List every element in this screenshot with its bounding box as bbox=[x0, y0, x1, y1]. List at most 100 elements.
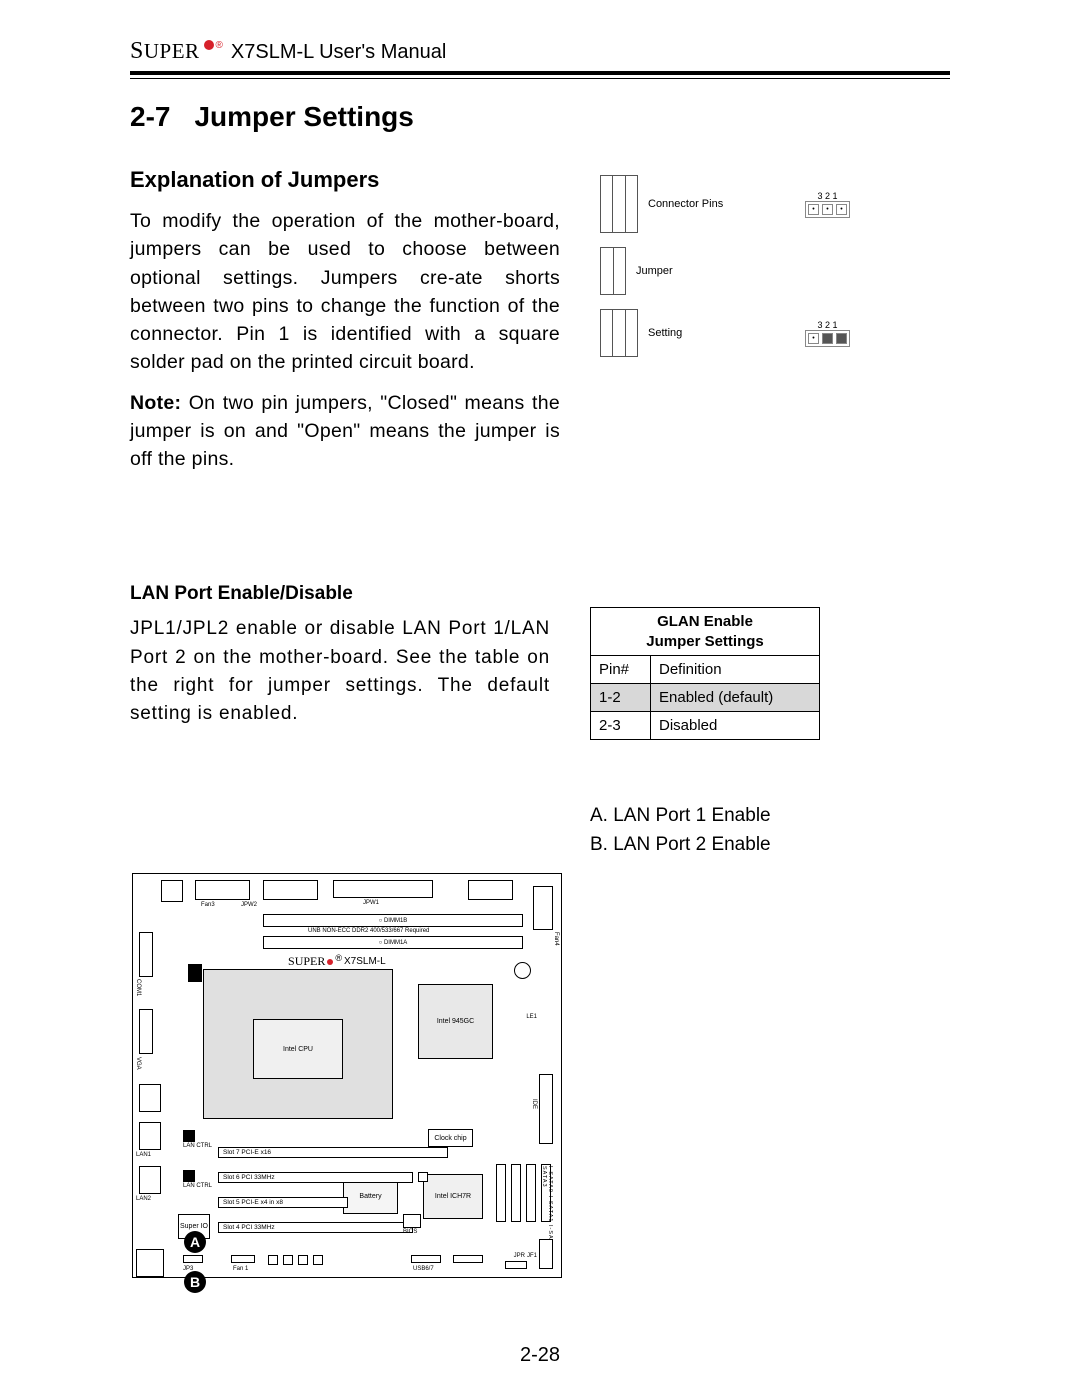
lbl-fan1: Fan 1 bbox=[233, 1266, 248, 1272]
brand-dot-icon bbox=[204, 40, 214, 50]
fan1-icon bbox=[231, 1255, 255, 1263]
jd-label-connector: Connector Pins bbox=[648, 198, 723, 210]
slot6: Slot 6 PCI 33MHz bbox=[218, 1172, 413, 1183]
registered-icon: ® bbox=[216, 40, 223, 51]
callout-a: A. LAN Port 1 Enable bbox=[590, 802, 820, 831]
lbl-com1: COM1 bbox=[135, 979, 141, 996]
section-name: Jumper Settings bbox=[194, 101, 413, 132]
kb-mouse-icon bbox=[161, 880, 183, 902]
explanation-p2: Note: On two pin jumpers, "Closed" means… bbox=[130, 389, 560, 474]
cpu-icon: Intel CPU bbox=[253, 1019, 343, 1079]
brand-rest: UPER bbox=[144, 39, 200, 63]
lan2-icon bbox=[139, 1166, 161, 1194]
slot7: Slot 7 PCI-E x16 bbox=[218, 1147, 448, 1158]
lan1-icon bbox=[139, 1122, 161, 1150]
lan-ctrl-b-icon bbox=[183, 1170, 195, 1182]
top-right-icon bbox=[468, 880, 513, 900]
explanation-p1: To modify the operation of the mother-bo… bbox=[130, 207, 560, 377]
lbl-dimm1a: DIMM1A bbox=[384, 940, 407, 946]
lbl-bios: BIOS bbox=[403, 1229, 417, 1235]
glan-table: GLAN EnableJumper Settings Pin#Definitio… bbox=[590, 607, 820, 740]
jf1-icon bbox=[539, 1239, 553, 1269]
bot-sq1 bbox=[268, 1255, 278, 1265]
lbl-lanctrl-a: LAN CTRL bbox=[183, 1143, 212, 1149]
explanation-row: Explanation of Jumpers To modify the ope… bbox=[130, 167, 950, 473]
sata1-icon bbox=[526, 1164, 536, 1222]
brand: SUPER bbox=[130, 38, 200, 65]
page-number: 2-28 bbox=[0, 1344, 1080, 1367]
manual-title: X7SLM-L User's Manual bbox=[231, 41, 446, 64]
jd-row-jumper: Jumper bbox=[600, 247, 850, 295]
usb-extra-icon bbox=[453, 1255, 483, 1263]
page-header: SUPER ® X7SLM-L User's Manual bbox=[130, 38, 950, 65]
fan4-icon bbox=[533, 886, 553, 930]
jumper-block-icon bbox=[600, 247, 626, 295]
up1-icon bbox=[188, 964, 202, 982]
com1-icon bbox=[139, 932, 153, 977]
header-rule bbox=[130, 71, 950, 79]
board-area: Fan3 JPW2 JPW1 Fan4 ○ DIMM1B UNB NON-ECC… bbox=[130, 873, 950, 1278]
glan-r2c1: 2-3 bbox=[591, 712, 651, 740]
sata3-icon bbox=[496, 1164, 506, 1222]
marker-b-icon: B bbox=[184, 1271, 206, 1293]
lbl-vga: VGA bbox=[135, 1057, 141, 1070]
header-block-icon bbox=[263, 880, 318, 900]
jpw1-icon bbox=[333, 880, 433, 898]
mobo-model: X7SLM-L bbox=[344, 956, 386, 967]
jd-label-setting: Setting bbox=[648, 327, 682, 339]
callouts: A. LAN Port 1 Enable B. LAN Port 2 Enabl… bbox=[590, 802, 820, 859]
lan-heading: LAN Port Enable/Disable bbox=[130, 583, 550, 605]
jd-label-jumper: Jumper bbox=[636, 265, 673, 277]
note-prefix: Note: bbox=[130, 392, 181, 414]
lan-ctrl-a-icon bbox=[183, 1130, 195, 1142]
bot-sq2 bbox=[283, 1255, 293, 1265]
clock-chip-icon: Clock chip bbox=[428, 1129, 473, 1147]
lbl-jpw1: JPW1 bbox=[363, 900, 379, 906]
glan-r2c2: Disabled bbox=[651, 712, 820, 740]
lbl-lan2: LAN2 bbox=[136, 1196, 151, 1202]
setting-block-icon bbox=[600, 309, 638, 357]
pins-open-icon: ••• bbox=[805, 201, 850, 218]
bot-sq4 bbox=[313, 1255, 323, 1265]
lbl-ide: IDE bbox=[531, 1099, 537, 1109]
lbl-dimm1b: DIMM1B bbox=[384, 918, 407, 924]
lan-text-col: LAN Port Enable/Disable JPL1/JPL2 enable… bbox=[130, 583, 550, 859]
motherboard-diagram: Fan3 JPW2 JPW1 Fan4 ○ DIMM1B UNB NON-ECC… bbox=[132, 873, 562, 1278]
lbl-fan4: Fan4 bbox=[553, 932, 559, 946]
glan-h2: Definition bbox=[651, 656, 820, 684]
lbl-fan3: Fan3 bbox=[201, 902, 215, 908]
jpr-icon bbox=[505, 1261, 527, 1269]
slot4: Slot 4 PCI 33MHz bbox=[218, 1222, 413, 1233]
northbridge-icon: Intel 945GC bbox=[418, 984, 493, 1059]
lbl-jf1: JF1 bbox=[527, 1253, 537, 1259]
section-title: 2-7 Jumper Settings bbox=[130, 101, 950, 133]
jd-row-setting: Setting 3 2 1 • bbox=[600, 309, 850, 357]
jd-row-connector: Connector Pins 3 2 1 ••• bbox=[600, 175, 850, 233]
vga-icon bbox=[139, 1009, 153, 1054]
note-body: On two pin jumpers, "Closed" means the j… bbox=[130, 392, 560, 471]
lbl-le1: LE1 bbox=[526, 1014, 537, 1020]
mobo-brand: SUPER ® X7SLM-L bbox=[288, 954, 386, 969]
sata2-icon bbox=[511, 1164, 521, 1222]
section-num: 2-7 bbox=[130, 101, 170, 132]
explanation-heading: Explanation of Jumpers bbox=[130, 167, 560, 193]
usb67-icon bbox=[411, 1255, 441, 1263]
glan-r1c2: Enabled (default) bbox=[651, 684, 820, 712]
lbl-lan1: LAN1 bbox=[136, 1152, 151, 1158]
fan2-icon bbox=[514, 962, 531, 979]
glan-r1c1: 1-2 bbox=[591, 684, 651, 712]
lbl-jpr: JPR bbox=[514, 1253, 525, 1259]
jumper-diagram-col: Connector Pins 3 2 1 ••• Jumper Setting … bbox=[600, 167, 950, 473]
ide-icon bbox=[539, 1074, 553, 1144]
slot6-end-icon bbox=[418, 1172, 428, 1182]
jp3-icon bbox=[183, 1255, 203, 1263]
slot5: Slot 5 PCI-E x4 in x8 bbox=[218, 1197, 348, 1208]
pins-label-321-a: 3 2 1 bbox=[805, 191, 850, 201]
glan-th: GLAN EnableJumper Settings bbox=[591, 608, 820, 656]
usb-block-icon bbox=[195, 880, 250, 900]
brand-s: S bbox=[130, 38, 144, 64]
audio-icon bbox=[136, 1249, 164, 1277]
lbl-lanctrl-b: LAN CTRL bbox=[183, 1183, 212, 1189]
lan-text: JPL1/JPL2 enable or disable LAN Port 1/L… bbox=[130, 615, 550, 727]
jumper-diagram: Connector Pins 3 2 1 ••• Jumper Setting … bbox=[600, 175, 850, 357]
